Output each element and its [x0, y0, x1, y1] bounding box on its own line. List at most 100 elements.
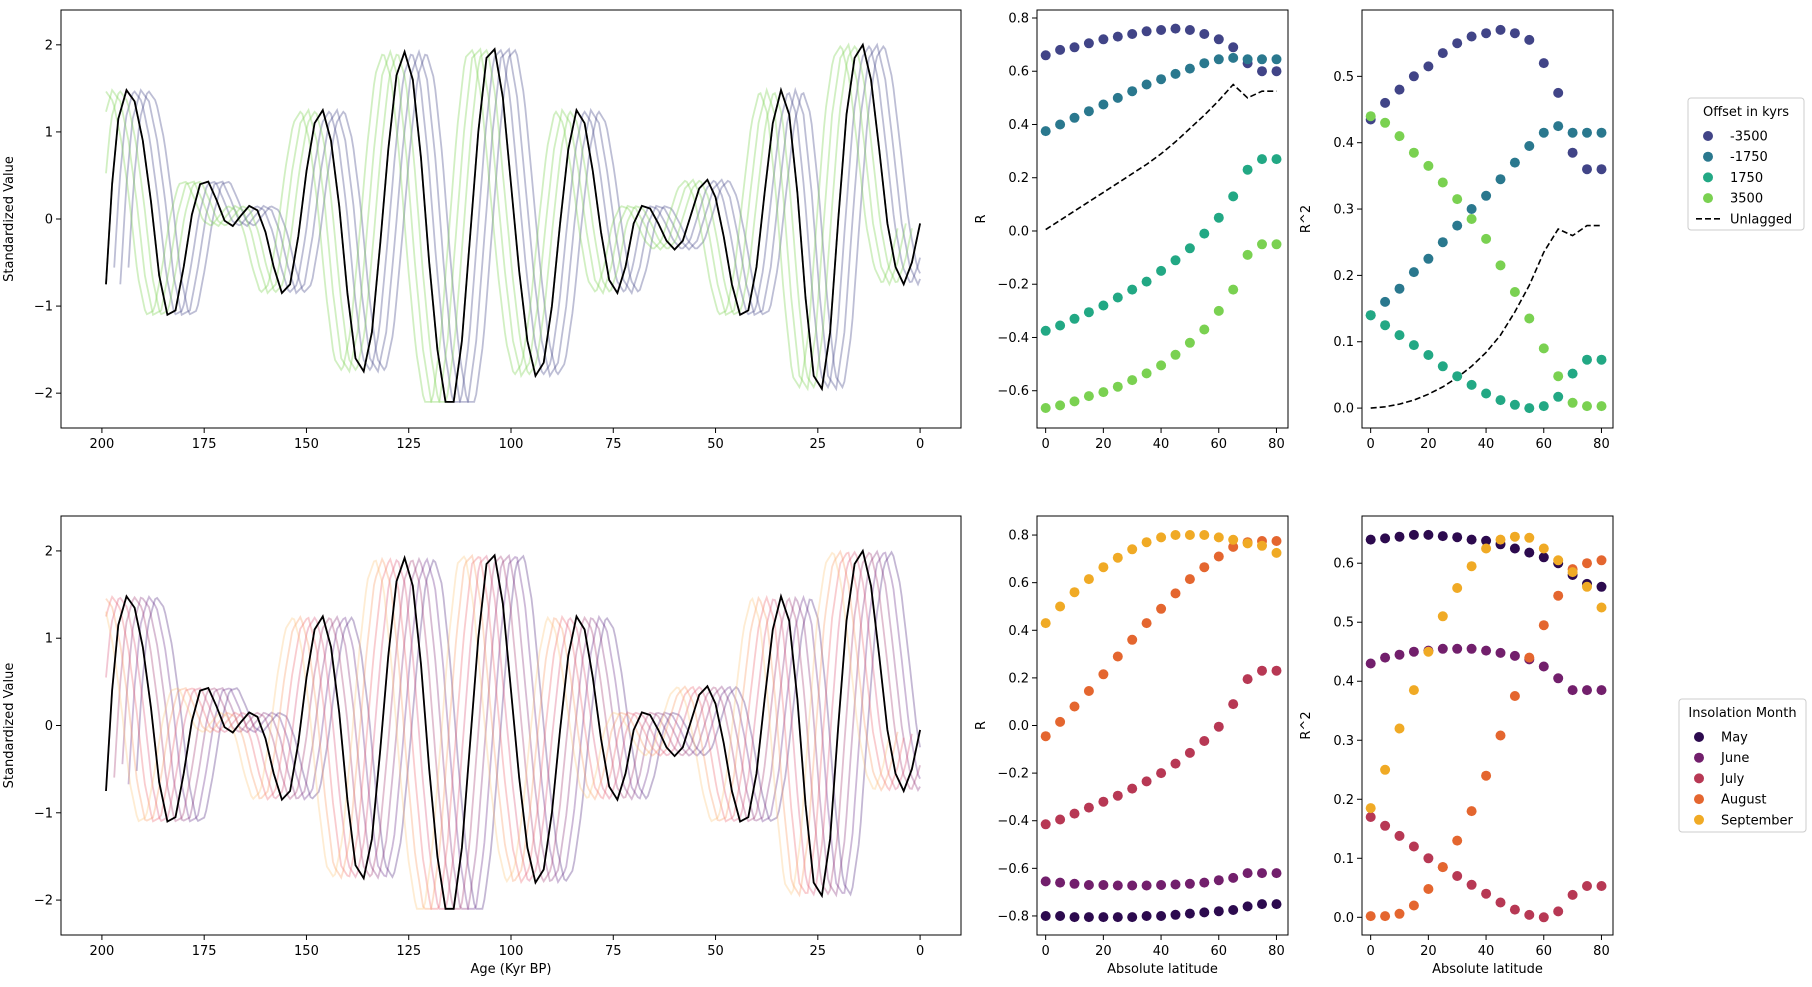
legend-0: Offset in kyrs -3500 -1750 1750 3500 Unlagged: [1687, 97, 1805, 231]
scatter-point: [1394, 723, 1405, 734]
scatter-point: [1394, 908, 1405, 919]
x-tick-label: 60: [1535, 944, 1552, 959]
scatter-point: [1112, 381, 1123, 392]
scatter-point: [1466, 204, 1477, 214]
scatter-point: [1257, 239, 1267, 250]
unlagged-line: [1370, 224, 1602, 409]
y-tick-label: 0.1: [1333, 335, 1354, 350]
scatter-point: [1380, 533, 1391, 544]
lagged-series-line: [119, 42, 921, 403]
scatter-point: [1127, 29, 1138, 39]
scatter-point: [1538, 552, 1549, 563]
scatter-point: [1184, 243, 1195, 254]
x-tick-label: 75: [605, 944, 622, 959]
scatter-point: [1394, 84, 1405, 95]
scatter-point: [1524, 34, 1535, 45]
axes-frame: [1361, 9, 1614, 429]
lagged-series-line: [121, 549, 921, 910]
scatter-point: [1466, 534, 1477, 545]
scatter-point: [1380, 820, 1391, 831]
scatter-point: [1199, 736, 1210, 746]
scatter-point: [1127, 544, 1138, 555]
scatter-point: [1257, 540, 1267, 551]
x-tick-label: 60: [1210, 437, 1227, 452]
scatter-point: [1596, 555, 1607, 566]
scatter-point: [1271, 536, 1282, 546]
scatter-point: [1271, 239, 1282, 250]
panel-R_top: 0 20 40 60 80 −0.6 −0.4 −0.2 0.0 0.2 0.4 0.6 0.8 R: [974, 9, 1289, 452]
legend-label: 3500: [1730, 192, 1763, 207]
scatter-point: [1257, 66, 1267, 77]
scatter-point: [1423, 253, 1434, 264]
scatter-point: [1452, 532, 1463, 543]
scatter-point: [1466, 643, 1477, 654]
scatter-point: [1156, 911, 1167, 921]
scatter-point: [1423, 529, 1434, 540]
y-tick-label: −0.4: [997, 814, 1029, 829]
scatter-point: [1582, 881, 1592, 891]
scatter-point: [1408, 841, 1419, 852]
scatter-point: [1055, 44, 1066, 55]
scatter-point: [1069, 112, 1080, 123]
legend-marker: [1694, 752, 1704, 763]
scatter-point: [1495, 24, 1506, 35]
scatter-point: [1495, 395, 1506, 406]
scatter-point: [1567, 685, 1578, 696]
y-tick-label: 0.3: [1333, 203, 1354, 218]
x-tick-label: 20: [1420, 944, 1437, 959]
scatter-point: [1199, 58, 1210, 69]
legends: Offset in kyrs -3500 -1750 1750 3500 Unlagged…: [1678, 97, 1807, 833]
scatter-point: [1466, 561, 1477, 572]
scatter-point: [1567, 147, 1578, 158]
scatter-point: [1040, 618, 1051, 629]
x-axis-label: Absolute latitude: [1107, 962, 1218, 977]
scatter-point: [1271, 54, 1282, 65]
x-tick-label: 40: [1153, 437, 1170, 452]
scatter-point: [1141, 276, 1152, 287]
plot-area: [1365, 529, 1607, 923]
y-tick-label: 0.3: [1333, 734, 1354, 749]
legend-title: Insolation Month: [1688, 706, 1796, 721]
scatter-point: [1170, 909, 1181, 920]
scatter-point: [1452, 371, 1463, 382]
scatter-point: [1481, 770, 1492, 781]
x-tick-label: 0: [1367, 437, 1375, 452]
scatter-point: [1538, 543, 1549, 554]
scatter-point: [1509, 543, 1520, 554]
x-tick-label: 40: [1153, 944, 1170, 959]
scatter-point: [1141, 618, 1152, 629]
scatter-point: [1055, 877, 1066, 888]
scatter-point: [1228, 905, 1239, 915]
scatter-point: [1127, 783, 1138, 794]
scatter-point: [1098, 562, 1109, 573]
x-axis-label: Age (Kyr BP): [471, 962, 552, 977]
scatter-point: [1509, 650, 1520, 661]
x-tick-label: 200: [89, 437, 114, 452]
x-tick-label: 20: [1095, 437, 1112, 452]
scatter-point: [1112, 912, 1123, 923]
scatter-point: [1394, 531, 1405, 542]
scatter-point: [1055, 320, 1066, 331]
scatter-point: [1213, 54, 1224, 65]
scatter-point: [1553, 87, 1564, 98]
scatter-point: [1423, 160, 1434, 171]
scatter-point: [1127, 86, 1138, 97]
scatter-point: [1466, 31, 1477, 42]
legend-label: -3500: [1730, 130, 1768, 145]
scatter-point: [1553, 371, 1564, 382]
scatter-point: [1156, 265, 1167, 276]
scatter-point: [1228, 284, 1239, 295]
legend-title: Offset in kyrs: [1703, 105, 1789, 120]
scatter-point: [1394, 830, 1405, 841]
scatter-point: [1055, 119, 1066, 130]
panel-ts_top: 200 175 150 125 100 75 50 25 0 −2 −1 0 1 2 Standardize…: [2, 9, 962, 452]
scatter-point: [1271, 66, 1282, 77]
scatter-point: [1228, 872, 1239, 883]
scatter-point: [1213, 305, 1224, 316]
y-axis-label: Standardized Value: [2, 156, 17, 282]
scatter-point: [1509, 28, 1520, 39]
scatter-point: [1141, 537, 1152, 548]
scatter-point: [1596, 127, 1607, 138]
y-tick-label: 2: [45, 38, 53, 53]
